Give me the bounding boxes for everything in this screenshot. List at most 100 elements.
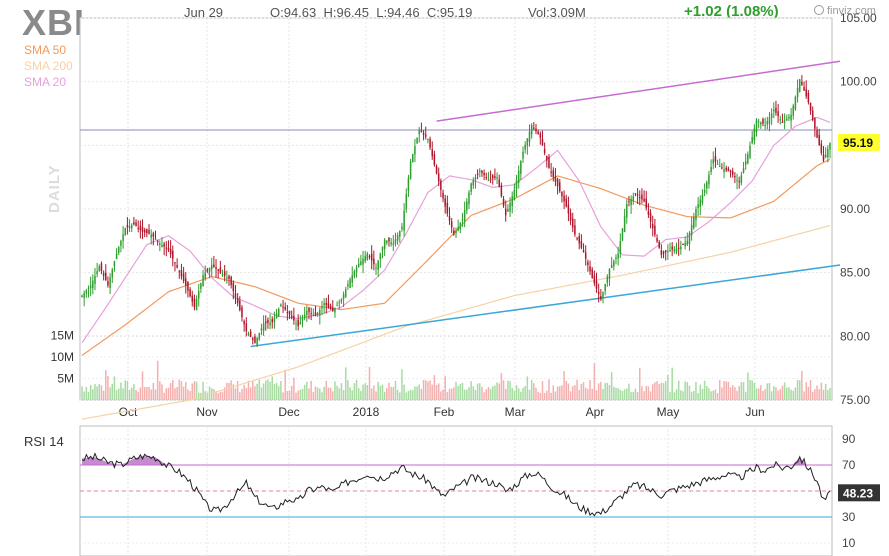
volume-bar — [658, 384, 660, 400]
candle-body — [751, 137, 753, 143]
candle-body — [122, 234, 124, 241]
candle-body — [565, 198, 568, 207]
volume-bar — [736, 390, 738, 400]
candle-body — [807, 92, 810, 103]
candle-body — [790, 114, 792, 121]
volume-bar — [827, 389, 829, 400]
candle-body — [548, 157, 550, 169]
candle-body — [187, 281, 189, 291]
volume-bar — [744, 391, 747, 400]
candle-body — [779, 119, 782, 121]
candle-body — [115, 253, 118, 259]
candle-body — [236, 297, 239, 304]
candle-body — [816, 129, 818, 138]
x-tick-label: Nov — [196, 405, 217, 419]
candle-body — [338, 302, 341, 304]
candle-body — [420, 130, 423, 133]
candle-body — [230, 276, 232, 286]
candle-body — [731, 171, 734, 175]
brand-link[interactable]: finviz.com — [814, 5, 876, 17]
volume-bar — [191, 383, 194, 400]
price-tick-label: 75.00 — [840, 393, 870, 407]
candle-body — [597, 291, 600, 294]
volume-bar — [208, 386, 211, 400]
volume-bar — [649, 391, 652, 400]
volume-bar — [351, 390, 353, 400]
candle-body — [383, 239, 386, 249]
candle-body — [422, 132, 425, 135]
candle-body — [252, 338, 254, 340]
volume-bar — [100, 385, 103, 400]
candle-body — [712, 159, 715, 164]
volume-bar — [87, 392, 90, 400]
volume-bar — [117, 388, 120, 400]
volume-bar — [286, 390, 289, 400]
volume-bar — [764, 389, 766, 400]
candle-body — [781, 121, 784, 123]
volume-bar — [641, 386, 643, 400]
volume-bar — [180, 381, 183, 400]
volume-bar — [390, 386, 392, 400]
candle-body — [582, 250, 585, 253]
candle-body — [135, 222, 137, 227]
candle-body — [537, 131, 539, 135]
volume-bar — [693, 390, 695, 400]
candle-body — [641, 194, 643, 200]
candle-body — [433, 154, 436, 165]
candle-body — [511, 196, 513, 207]
candle-body — [543, 148, 546, 153]
candle-body — [450, 221, 453, 228]
candle-body — [249, 331, 252, 337]
candle-body — [172, 250, 174, 259]
volume-bar — [656, 381, 658, 400]
volume-bar — [751, 380, 753, 400]
candle-body — [174, 262, 176, 264]
volume-bar — [442, 389, 444, 400]
candle-body — [370, 253, 373, 261]
volume-bar — [329, 387, 332, 400]
volume-bar — [459, 383, 462, 400]
volume-bar — [757, 388, 760, 400]
volume-bar — [809, 380, 812, 400]
volume-bar — [567, 383, 570, 400]
candle-body — [319, 309, 321, 316]
candle-body — [742, 168, 745, 173]
volume-bar — [710, 391, 712, 400]
volume-bar — [215, 391, 217, 400]
candle-body — [554, 176, 557, 182]
candle-body — [801, 81, 803, 85]
candle-body — [513, 189, 516, 200]
candle-body — [297, 319, 299, 327]
candle-body — [693, 216, 695, 229]
candle-body — [223, 271, 226, 276]
candle-body — [567, 204, 570, 214]
candle-body — [412, 153, 414, 163]
volume-bar — [721, 387, 723, 400]
candle-body — [481, 170, 483, 174]
price-tick-label: 80.00 — [840, 329, 870, 343]
candle-body — [571, 218, 574, 228]
ohlc-readout: O:94.63 H:96.45 L:94.46 C:95.19 — [270, 5, 473, 20]
volume-bar — [247, 380, 250, 400]
volume-bar — [368, 366, 371, 400]
volume-bar — [457, 386, 459, 400]
volume-bar — [154, 389, 157, 400]
candle-body — [306, 310, 308, 316]
volume-bar — [167, 387, 170, 400]
candle-body — [496, 177, 498, 179]
rsi-tick-label: 90 — [842, 432, 856, 446]
candle-body — [150, 234, 152, 238]
candle-body — [561, 191, 563, 197]
volume-bar — [535, 387, 537, 400]
volume-bar — [626, 388, 628, 400]
candle-body — [489, 179, 492, 181]
volume-bar — [156, 360, 159, 400]
volume-bar — [122, 388, 124, 400]
candle-body — [788, 116, 790, 119]
volume-bar — [249, 387, 252, 400]
volume-bar — [245, 387, 248, 400]
candle-body — [357, 263, 360, 267]
candle-body — [755, 119, 758, 133]
candle-body — [593, 275, 596, 284]
